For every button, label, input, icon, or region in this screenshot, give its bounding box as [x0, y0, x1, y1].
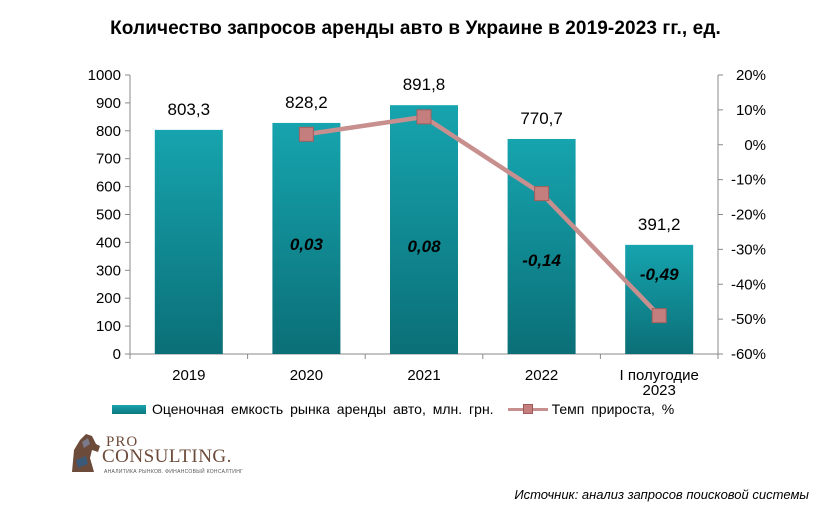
- x-tick-label: 2022: [525, 367, 558, 384]
- y-right-tick-label: -30%: [731, 241, 766, 258]
- y-left-tick-label: 0: [113, 346, 121, 363]
- y-left-tick-label: 900: [96, 95, 121, 112]
- y-right-tick-label: 0%: [744, 137, 766, 154]
- y-left-tick-label: 600: [96, 179, 121, 196]
- y-left-tick-label: 800: [96, 123, 121, 140]
- y-right-tick-label: -10%: [731, 172, 766, 189]
- x-tick-label: 2019: [172, 367, 205, 384]
- growth-value-label: -0,49: [640, 265, 679, 284]
- bar-value-label: 803,3: [168, 100, 211, 119]
- growth-marker: [651, 308, 667, 324]
- legend-line-label: Темп прироста, %: [551, 401, 675, 417]
- horse-logo-icon: [72, 434, 100, 472]
- bar-value-label: 828,2: [285, 93, 328, 112]
- bar-1: [154, 129, 223, 354]
- legend: Оценочная емкость рынка аренды авто, млн…: [112, 401, 674, 417]
- legend-bar-swatch: [112, 404, 146, 414]
- growth-value-label: 0,03: [290, 235, 324, 254]
- growth-line: [306, 114, 661, 318]
- growth-marker: [298, 126, 314, 142]
- chart-title: Количество запросов аренды авто в Украин…: [110, 18, 721, 39]
- y-left-tick-label: 100: [96, 318, 121, 335]
- bar-4: [507, 138, 576, 354]
- x-tick-label: I полугодие: [620, 367, 699, 384]
- legend-line-swatch: [507, 404, 548, 414]
- axes: 0 100 200 300 400 500 600 700 800 900 1000 -60% -50%…: [88, 67, 766, 399]
- y-left-tick-label: 700: [96, 151, 121, 168]
- logo-line2: CONSULTING.: [102, 446, 232, 467]
- bar-series: [154, 105, 694, 355]
- y-right-tick-label: -60%: [731, 346, 766, 363]
- x-tick-label: 2023: [643, 382, 676, 399]
- y-left-tick-label: 500: [96, 207, 121, 224]
- y-right-tick-label: -20%: [731, 207, 766, 224]
- y-left-tick-label: 400: [96, 234, 121, 251]
- bar-value-label: 770,7: [520, 109, 563, 128]
- pro-consulting-logo: PRO CONSULTING. АНАЛИТИКА РЫНКОВ. ФИНАНС…: [66, 430, 243, 475]
- data-labels: 803,3 828,2 891,8 770,7 391,2 0,03 0,08 -0,14 -0…: [168, 75, 681, 284]
- y-right-tick-label: -40%: [731, 276, 766, 293]
- bar-5: [625, 244, 694, 354]
- y-left-tick-label: 300: [96, 262, 121, 279]
- growth-value-label: 0,08: [407, 237, 441, 256]
- y-right-tick-label: 10%: [736, 102, 766, 119]
- y-right-tick-label: -50%: [731, 311, 766, 328]
- logo-tagline: АНАЛИТИКА РЫНКОВ. ФИНАНСОВЫЙ КОНСАЛТИНГ: [104, 469, 244, 475]
- bar-value-label: 891,8: [403, 75, 446, 94]
- y-left-tick-label: 1000: [88, 67, 121, 84]
- x-tick-label: 2020: [290, 367, 323, 384]
- y-left-tick-label: 200: [96, 290, 121, 307]
- x-tick-label: 2021: [407, 367, 440, 384]
- growth-marker: [534, 186, 550, 202]
- bar-value-label: 391,2: [638, 215, 681, 234]
- growth-marker: [416, 109, 432, 125]
- bar-2: [272, 122, 341, 355]
- logo-line1: PRO: [106, 434, 139, 450]
- bar-3: [390, 105, 458, 354]
- legend-bar-label: Оценочная емкость рынка аренды авто, млн…: [152, 401, 494, 417]
- source-note: Источник: анализ запросов поисковой сист…: [514, 487, 809, 502]
- growth-value-label: -0,14: [522, 251, 561, 270]
- line-series: [298, 109, 667, 324]
- y-right-tick-label: 20%: [736, 67, 766, 84]
